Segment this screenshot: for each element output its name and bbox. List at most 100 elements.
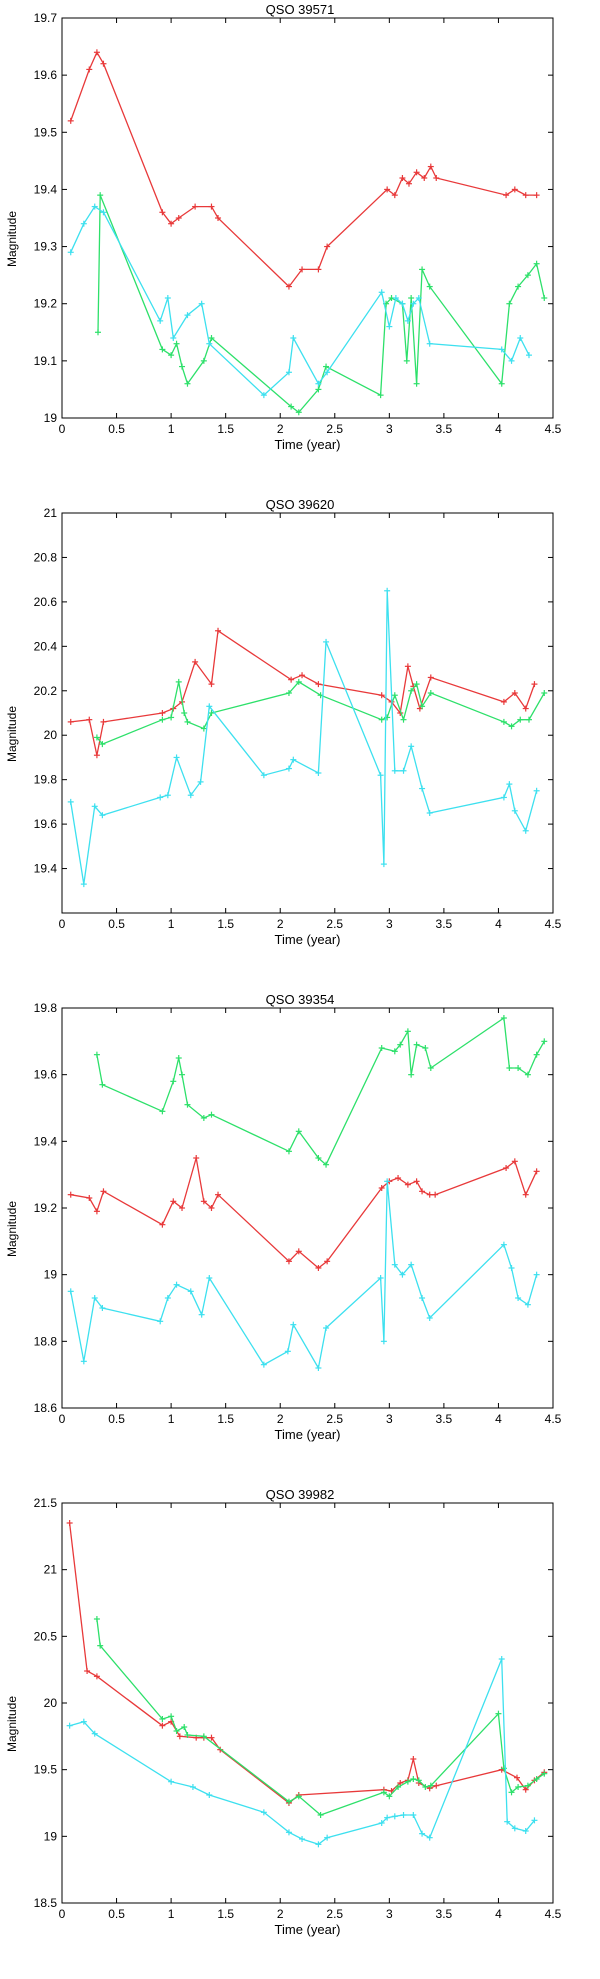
- data-point: [427, 1782, 434, 1789]
- data-point: [295, 1793, 302, 1800]
- data-point: [299, 1836, 306, 1842]
- chart-svg: 0 0.5 1 1.5 2 2.5 3 3.5 4 4.5 19.4 19.6 19.8 20 20.2 20…: [34, 506, 562, 931]
- y-tick-label: 19: [44, 1829, 58, 1843]
- data-point: [184, 1101, 191, 1108]
- data-point: [378, 692, 385, 699]
- data-point: [206, 340, 213, 347]
- data-point: [285, 690, 292, 696]
- data-point: [500, 1015, 507, 1021]
- data-point: [198, 300, 205, 307]
- data-point: [522, 1828, 529, 1834]
- series-line: [69, 1658, 536, 1846]
- data-point: [500, 718, 507, 725]
- y-tick-label: 20.5: [34, 1629, 58, 1643]
- data-point: [179, 363, 186, 370]
- data-point: [93, 1051, 100, 1058]
- x-tick-label: 0.5: [108, 1907, 125, 1921]
- data-point: [426, 1191, 433, 1198]
- data-point: [524, 1301, 531, 1308]
- x-tick-label: 4: [495, 917, 502, 931]
- plot-frame: [61, 17, 554, 419]
- data-point: [208, 1734, 215, 1741]
- data-point: [181, 710, 188, 716]
- data-point: [498, 1656, 505, 1662]
- data-point: [93, 49, 100, 56]
- data-point: [419, 703, 426, 710]
- data-point: [157, 794, 164, 801]
- data-point: [315, 386, 322, 393]
- x-tick-label: 0.5: [108, 917, 125, 931]
- data-point: [419, 1188, 426, 1195]
- y-tick-label: 19.5: [34, 125, 58, 139]
- data-point: [86, 716, 93, 723]
- data-point: [159, 716, 166, 723]
- data-point: [200, 725, 207, 732]
- data-point: [498, 346, 505, 353]
- data-point: [97, 1642, 104, 1649]
- data-point: [315, 1841, 322, 1848]
- data-point: [427, 690, 434, 696]
- data-point: [192, 658, 199, 665]
- data-point: [392, 295, 399, 301]
- data-point: [525, 716, 532, 723]
- data-point: [100, 60, 107, 67]
- x-tick-label: 0.5: [108, 422, 125, 436]
- y-tick-label: 19.6: [34, 1068, 58, 1082]
- data-point: [533, 1168, 540, 1175]
- data-point: [500, 1241, 507, 1248]
- data-point: [503, 192, 510, 199]
- data-point: [315, 1265, 322, 1271]
- data-point: [164, 1295, 171, 1301]
- data-point: [93, 752, 100, 759]
- x-tick-label: 2: [277, 422, 284, 436]
- data-point: [66, 1520, 73, 1526]
- data-point: [408, 687, 415, 694]
- data-point: [67, 117, 74, 124]
- y-tick-label: 21: [44, 506, 58, 520]
- series-line: [68, 1522, 545, 1804]
- y-tick-label: 21: [44, 1563, 58, 1577]
- data-point: [410, 1812, 417, 1818]
- data-point: [384, 587, 391, 594]
- x-tick-label: 1.5: [217, 1907, 234, 1921]
- y-tick-label: 20.2: [34, 684, 58, 698]
- data-point: [179, 1205, 186, 1211]
- data-point: [200, 357, 207, 364]
- data-point: [159, 1108, 166, 1115]
- data-point: [399, 1271, 406, 1278]
- x-tick-label: 2: [277, 1412, 284, 1426]
- data-point: [198, 1311, 205, 1318]
- data-point: [422, 1784, 429, 1790]
- series-line: [70, 205, 530, 396]
- chart-title: QSO 39571: [265, 2, 335, 17]
- data-point: [408, 1071, 415, 1078]
- x-tick-label: 4.5: [545, 1412, 562, 1426]
- data-point: [522, 1191, 529, 1198]
- data-point: [391, 192, 398, 199]
- x-tick-label: 0: [59, 422, 66, 436]
- y-tick-label: 19.5: [34, 1763, 58, 1777]
- data-point: [522, 1786, 529, 1793]
- data-point: [67, 798, 74, 805]
- data-point: [100, 209, 107, 216]
- data-point: [413, 380, 420, 387]
- data-point: [67, 718, 74, 725]
- data-point: [159, 1716, 166, 1722]
- data-point: [173, 1728, 180, 1734]
- data-point: [175, 215, 182, 221]
- x-tick-label: 0: [59, 1412, 66, 1426]
- data-point: [168, 220, 175, 227]
- x-axis-label: Time (year): [274, 1427, 341, 1442]
- x-tick-label: 3: [386, 422, 393, 436]
- data-point: [500, 698, 507, 705]
- data-point: [206, 1275, 213, 1281]
- y-tick-label: 18.5: [34, 1896, 58, 1910]
- series-line: [96, 1016, 545, 1166]
- data-point: [193, 1155, 200, 1161]
- data-point: [377, 392, 384, 399]
- data-point: [159, 346, 166, 353]
- data-point: [284, 1348, 291, 1355]
- data-point: [503, 1165, 510, 1171]
- data-point: [378, 1820, 385, 1826]
- data-point: [184, 312, 191, 319]
